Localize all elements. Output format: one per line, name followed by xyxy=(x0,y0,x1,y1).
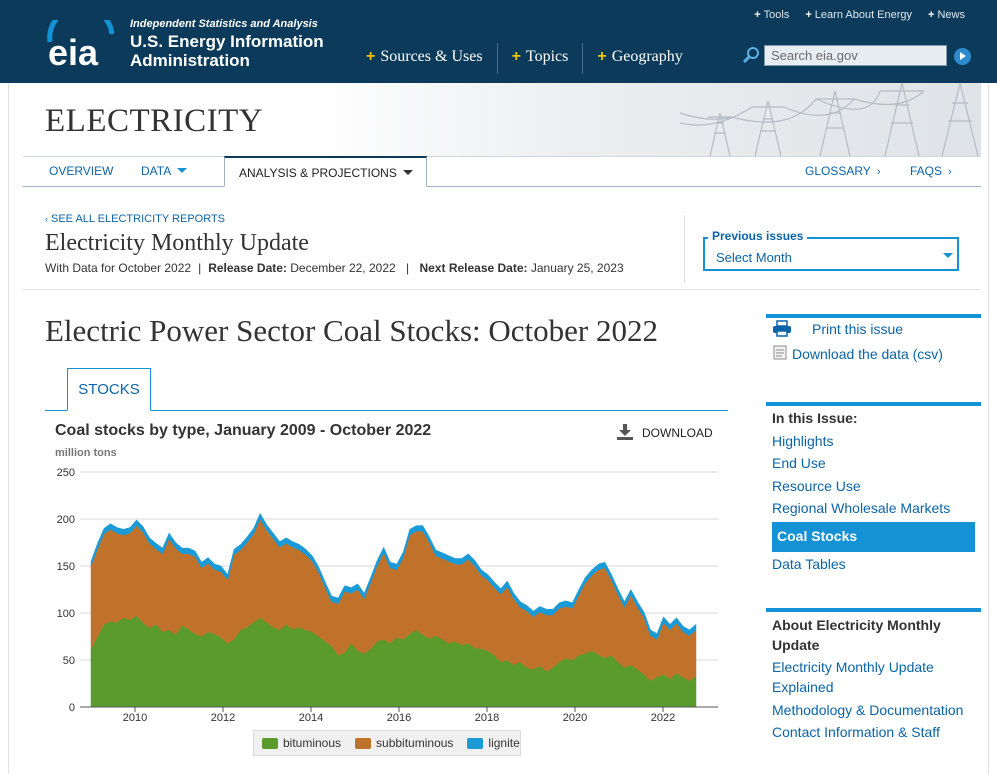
chevron-right-icon: › xyxy=(876,166,881,178)
util-link-tools[interactable]: + Tools xyxy=(754,9,790,21)
eia-logo-icon[interactable]: eia xyxy=(46,20,114,68)
plus-icon: + xyxy=(805,9,812,21)
search-icon xyxy=(742,47,759,64)
chart-title: Coal stocks by type, January 2009 - Octo… xyxy=(55,422,432,439)
chevron-left-icon: ‹ xyxy=(45,214,48,224)
y-tick-label: 100 xyxy=(57,608,75,620)
caret-down-icon xyxy=(943,253,953,258)
subnav-overview[interactable]: OVERVIEW xyxy=(49,164,114,178)
about-link-methodology[interactable]: Methodology & Documentation xyxy=(772,702,964,718)
sidebar-item-end-use[interactable]: End Use xyxy=(772,455,826,471)
about-link-contact[interactable]: Contact Information & Staff xyxy=(772,724,940,740)
util-link-learn[interactable]: + Learn About Energy xyxy=(805,9,913,21)
sidebar-rule xyxy=(766,314,981,318)
y-tick-label: 200 xyxy=(57,514,75,526)
y-tick-label: 250 xyxy=(57,467,75,479)
in-this-issue-heading: In this Issue: xyxy=(772,410,858,426)
about-heading: About Electricity Monthly Update xyxy=(772,617,941,653)
search-input[interactable] xyxy=(764,45,947,66)
print-issue-link[interactable]: Print this issue xyxy=(812,321,904,337)
sidebar-item-data-tables[interactable]: Data Tables xyxy=(772,556,846,572)
site-header: eia Independent Statistics and Analysis … xyxy=(0,0,997,83)
chevron-right-icon: › xyxy=(948,166,952,178)
coal-stocks-chart: 0 50 100 150 200 250 2010 2012 2014 2016 2018 2020 2… xyxy=(57,467,718,724)
x-tick-label: 2010 xyxy=(123,712,147,724)
subnav-faqs[interactable]: FAQS › xyxy=(910,164,952,178)
caret-down-icon xyxy=(177,168,188,173)
util-link-news[interactable]: + News xyxy=(928,9,965,21)
y-tick-label: 0 xyxy=(69,702,75,714)
legend-lignite[interactable]: lignite xyxy=(467,736,520,750)
sidebar-rule xyxy=(766,608,981,612)
legend-bituminous[interactable]: bituminous xyxy=(262,736,341,750)
subnav-data[interactable]: DATA xyxy=(141,164,188,178)
nav-topics[interactable]: + Topics xyxy=(498,43,584,74)
nav-geography[interactable]: + Geography xyxy=(597,48,683,65)
x-tick-label: 2012 xyxy=(211,712,235,724)
utility-links: + Tools + Learn About Energy + News xyxy=(754,9,965,21)
y-tick-label: 50 xyxy=(63,655,75,667)
caret-down-icon xyxy=(402,170,413,175)
search-submit-icon[interactable] xyxy=(954,48,971,65)
main-nav: + Sources & Uses + Topics + Geography xyxy=(352,43,697,74)
sidebar-rule xyxy=(766,402,981,406)
subnav-analysis-projections[interactable]: ANALYSIS & PROJECTIONS xyxy=(224,156,427,187)
legend-subbituminous[interactable]: subbituminous xyxy=(355,736,453,750)
legend-swatch xyxy=(467,737,484,749)
plus-icon: + xyxy=(928,9,935,21)
plus-icon: + xyxy=(597,48,607,65)
tab-underline xyxy=(45,410,728,411)
about-link-explained[interactable]: Electricity Monthly Update Explained xyxy=(772,659,934,695)
x-tick-label: 2018 xyxy=(475,712,499,724)
area-lignite xyxy=(90,512,697,640)
chart-legend: bituminous subbituminous lignite xyxy=(253,730,521,756)
plus-icon: + xyxy=(366,48,376,65)
nav-sources-uses[interactable]: + Sources & Uses xyxy=(352,43,498,74)
previous-issues-value: Select Month xyxy=(716,250,792,265)
x-tick-label: 2020 xyxy=(563,712,587,724)
report-meta: With Data for October 2022 | Release Date:… xyxy=(45,261,624,275)
page-heading: Electric Power Sector Coal Stocks: Octob… xyxy=(45,313,658,348)
transmission-towers-image xyxy=(680,83,979,156)
y-tick-label: 150 xyxy=(57,561,75,573)
x-tick-label: 2014 xyxy=(299,712,323,724)
printer-icon xyxy=(773,320,791,337)
plus-icon: + xyxy=(754,9,761,21)
brand-tagline: Independent Statistics and Analysis xyxy=(130,18,318,30)
x-tick-label: 2016 xyxy=(387,712,411,724)
brand-name-line1: U.S. Energy Information xyxy=(130,32,324,51)
chart-y-unit: million tons xyxy=(55,447,117,459)
download-icon xyxy=(617,424,633,440)
x-tick-label: 2022 xyxy=(651,712,675,724)
section-divider xyxy=(23,289,981,290)
see-all-reports-link[interactable]: ‹ SEE ALL ELECTRICITY REPORTS xyxy=(45,213,226,225)
brand-name[interactable]: U.S. Energy Information Administration xyxy=(130,32,340,70)
frame-border-left xyxy=(8,83,9,774)
sidebar-item-wholesale-markets[interactable]: Regional Wholesale Markets xyxy=(772,500,951,516)
section-banner xyxy=(23,83,981,156)
csv-file-icon xyxy=(773,345,787,360)
section-subnav: OVERVIEW DATA ANALYSIS & PROJECTIONS GLO… xyxy=(23,156,981,187)
sidebar-item-resource-use[interactable]: Resource Use xyxy=(772,478,861,494)
sidebar-item-coal-stocks[interactable]: Coal Stocks xyxy=(772,522,975,552)
legend-swatch xyxy=(355,737,372,749)
plus-icon: + xyxy=(511,48,521,65)
tab-stocks[interactable]: STOCKS xyxy=(67,368,151,411)
section-title: ELECTRICITY xyxy=(45,103,264,139)
download-chart-button[interactable]: DOWNLOAD xyxy=(616,424,713,441)
header-divider xyxy=(684,215,685,283)
subnav-glossary[interactable]: GLOSSARY › xyxy=(805,164,881,178)
svg-text:eia: eia xyxy=(48,32,99,68)
report-title: Electricity Monthly Update xyxy=(45,230,309,256)
download-csv-link[interactable]: Download the data (csv) xyxy=(792,346,943,362)
frame-border-right xyxy=(988,83,989,774)
brand-name-line2: Administration xyxy=(130,51,250,70)
sidebar-item-highlights[interactable]: Highlights xyxy=(772,433,834,449)
legend-swatch xyxy=(262,737,278,749)
previous-issues-label: Previous issues xyxy=(708,229,808,243)
